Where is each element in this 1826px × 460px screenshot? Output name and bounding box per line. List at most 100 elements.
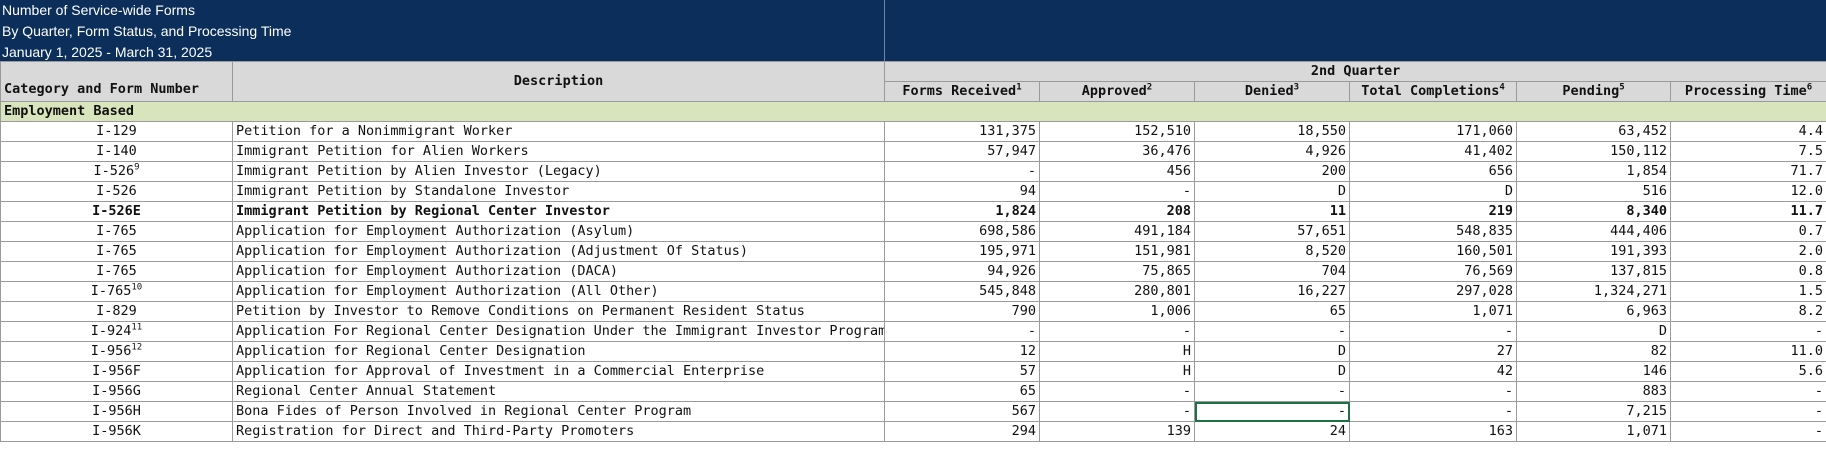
pending-cell[interactable]: 516: [1516, 181, 1671, 202]
approved-cell[interactable]: 152,510: [1039, 121, 1195, 142]
processing-time-cell[interactable]: 5.6: [1669, 361, 1826, 382]
approved-cell[interactable]: 151,981: [1039, 241, 1195, 262]
forms-received-cell[interactable]: 545,848: [884, 281, 1040, 302]
denied-cell[interactable]: 57,651: [1194, 221, 1350, 242]
total-completions-cell[interactable]: 41,402: [1349, 141, 1517, 162]
header-col-pending[interactable]: Pending5: [1516, 81, 1671, 102]
form-number-cell[interactable]: I-526E: [0, 201, 233, 222]
form-number-cell[interactable]: I-140: [0, 141, 233, 162]
form-number-cell[interactable]: I-765: [0, 241, 233, 262]
pending-cell[interactable]: 146: [1516, 361, 1671, 382]
pending-cell[interactable]: 82: [1516, 341, 1671, 362]
header-col-denied[interactable]: Denied3: [1194, 81, 1350, 102]
pending-cell[interactable]: 7,215: [1516, 401, 1671, 422]
approved-cell[interactable]: 139: [1039, 421, 1195, 442]
header-col-forms-received[interactable]: Forms Received1: [884, 81, 1040, 102]
pending-cell[interactable]: 63,452: [1516, 121, 1671, 142]
description-cell[interactable]: Petition by Investor to Remove Condition…: [232, 301, 885, 322]
forms-received-cell[interactable]: 1,824: [884, 201, 1040, 222]
description-cell[interactable]: Application For Regional Center Designat…: [232, 321, 885, 342]
total-completions-cell[interactable]: 656: [1349, 161, 1517, 182]
approved-cell[interactable]: -: [1039, 381, 1195, 402]
approved-cell[interactable]: H: [1039, 341, 1195, 362]
forms-received-cell[interactable]: 294: [884, 421, 1040, 442]
pending-cell[interactable]: 1,324,271: [1516, 281, 1671, 302]
description-cell[interactable]: Immigrant Petition by Regional Center In…: [232, 201, 885, 222]
description-cell[interactable]: Immigrant Petition by Alien Investor (Le…: [232, 161, 885, 182]
processing-time-cell[interactable]: 12.0: [1669, 181, 1826, 202]
pending-cell[interactable]: 1,071: [1516, 421, 1671, 442]
total-completions-cell[interactable]: 42: [1349, 361, 1517, 382]
forms-received-cell[interactable]: 698,586: [884, 221, 1040, 242]
forms-received-cell[interactable]: 195,971: [884, 241, 1040, 262]
denied-cell[interactable]: D: [1194, 181, 1350, 202]
total-completions-cell[interactable]: -: [1349, 381, 1517, 402]
pending-cell[interactable]: 6,963: [1516, 301, 1671, 322]
forms-received-cell[interactable]: 57,947: [884, 141, 1040, 162]
header-quarter[interactable]: 2nd Quarter: [883, 61, 1826, 82]
form-number-cell[interactable]: I-956F: [0, 361, 233, 382]
forms-received-cell[interactable]: 94,926: [884, 261, 1040, 282]
description-cell[interactable]: Immigrant Petition for Alien Workers: [232, 141, 885, 162]
header-col-approved[interactable]: Approved2: [1039, 81, 1195, 102]
form-number-cell[interactable]: I-76510: [0, 281, 233, 302]
form-number-cell[interactable]: I-5269: [0, 161, 233, 182]
total-completions-cell[interactable]: 160,501: [1349, 241, 1517, 262]
denied-cell[interactable]: 65: [1194, 301, 1350, 322]
forms-received-cell[interactable]: 65: [884, 381, 1040, 402]
processing-time-cell[interactable]: 0.7: [1669, 221, 1826, 242]
description-cell[interactable]: Bona Fides of Person Involved in Regiona…: [232, 401, 885, 422]
denied-cell[interactable]: 8,520: [1194, 241, 1350, 262]
processing-time-cell[interactable]: 7.5: [1669, 141, 1826, 162]
total-completions-cell[interactable]: -: [1349, 321, 1517, 342]
description-cell[interactable]: Petition for a Nonimmigrant Worker: [232, 121, 885, 142]
total-completions-cell[interactable]: -: [1349, 401, 1517, 422]
header-description[interactable]: Description: [232, 61, 885, 102]
forms-received-cell[interactable]: 94: [884, 181, 1040, 202]
processing-time-cell[interactable]: 2.0: [1669, 241, 1826, 262]
approved-cell[interactable]: 75,865: [1039, 261, 1195, 282]
denied-cell[interactable]: 16,227: [1194, 281, 1350, 302]
processing-time-cell[interactable]: 11.7: [1669, 201, 1826, 222]
form-number-cell[interactable]: I-95612: [0, 341, 233, 362]
approved-cell[interactable]: -: [1039, 181, 1195, 202]
pending-cell[interactable]: 444,406: [1516, 221, 1671, 242]
approved-cell[interactable]: H: [1039, 361, 1195, 382]
form-number-cell[interactable]: I-956G: [0, 381, 233, 402]
form-number-cell[interactable]: I-526: [0, 181, 233, 202]
pending-cell[interactable]: 1,854: [1516, 161, 1671, 182]
processing-time-cell[interactable]: -: [1669, 321, 1826, 342]
denied-cell[interactable]: D: [1194, 341, 1350, 362]
pending-cell[interactable]: 8,340: [1516, 201, 1671, 222]
total-completions-cell[interactable]: 171,060: [1349, 121, 1517, 142]
approved-cell[interactable]: 280,801: [1039, 281, 1195, 302]
forms-received-cell[interactable]: 790: [884, 301, 1040, 322]
processing-time-cell[interactable]: 11.0: [1669, 341, 1826, 362]
header-col-processing-time[interactable]: Processing Time6: [1669, 81, 1826, 102]
form-number-cell[interactable]: I-956H: [0, 401, 233, 422]
header-category[interactable]: Category and Form Number: [0, 61, 233, 102]
denied-cell[interactable]: -: [1194, 381, 1350, 402]
denied-cell[interactable]: 24: [1194, 421, 1350, 442]
total-completions-cell[interactable]: 1,071: [1349, 301, 1517, 322]
forms-received-cell[interactable]: 12: [884, 341, 1040, 362]
processing-time-cell[interactable]: -: [1669, 401, 1826, 422]
denied-cell[interactable]: D: [1194, 361, 1350, 382]
denied-cell[interactable]: 704: [1194, 261, 1350, 282]
denied-cell[interactable]: -: [1194, 321, 1350, 342]
total-completions-cell[interactable]: 548,835: [1349, 221, 1517, 242]
forms-received-cell[interactable]: 57: [884, 361, 1040, 382]
processing-time-cell[interactable]: 0.8: [1669, 261, 1826, 282]
total-completions-cell[interactable]: 297,028: [1349, 281, 1517, 302]
form-number-cell[interactable]: I-92411: [0, 321, 233, 342]
forms-received-cell[interactable]: -: [884, 321, 1040, 342]
description-cell[interactable]: Application for Employment Authorization…: [232, 281, 885, 302]
approved-cell[interactable]: 491,184: [1039, 221, 1195, 242]
description-cell[interactable]: Application for Approval of Investment i…: [232, 361, 885, 382]
total-completions-cell[interactable]: 27: [1349, 341, 1517, 362]
form-number-cell[interactable]: I-956K: [0, 421, 233, 442]
pending-cell[interactable]: 137,815: [1516, 261, 1671, 282]
approved-cell[interactable]: 36,476: [1039, 141, 1195, 162]
processing-time-cell[interactable]: 4.4: [1669, 121, 1826, 142]
approved-cell[interactable]: 208: [1039, 201, 1195, 222]
